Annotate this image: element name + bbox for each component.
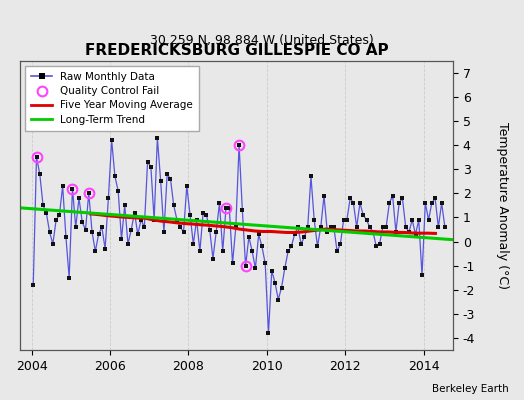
Title: FREDERICKSBURG GILLESPIE CO AP: FREDERICKSBURG GILLESPIE CO AP [85, 43, 388, 58]
Y-axis label: Temperature Anomaly (°C): Temperature Anomaly (°C) [496, 122, 509, 289]
Legend: Raw Monthly Data, Quality Control Fail, Five Year Moving Average, Long-Term Tren: Raw Monthly Data, Quality Control Fail, … [25, 66, 200, 131]
Text: Berkeley Earth: Berkeley Earth [432, 384, 508, 394]
Text: 30.259 N, 98.884 W (United States): 30.259 N, 98.884 W (United States) [150, 34, 374, 47]
